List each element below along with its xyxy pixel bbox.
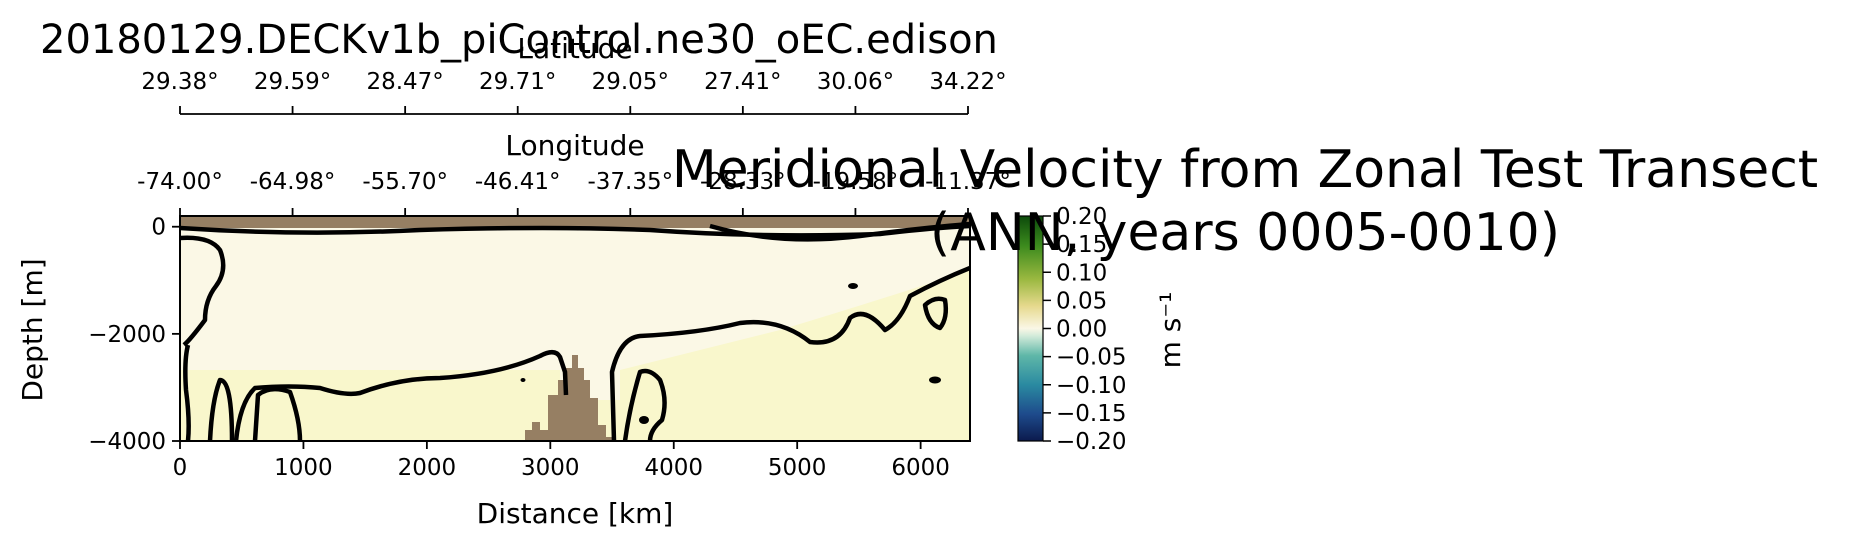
field-yellow-region-lower	[560, 400, 970, 441]
contour-main-interface	[233, 265, 970, 441]
colorbar-tick-label: 0.00	[1056, 317, 1107, 343]
seamount-bathymetry	[525, 355, 612, 441]
contour-speck-4	[520, 378, 526, 382]
y-tick-label: 0	[151, 215, 166, 241]
x-tick-label: 3000	[521, 455, 580, 481]
plot-frame	[179, 215, 971, 442]
longitude-axis-label: Longitude	[505, 129, 644, 162]
colorbar-tick-label: −0.20	[1056, 429, 1126, 455]
colorbar-tick-label: −0.10	[1056, 373, 1126, 399]
colorbar-tick-label: −0.05	[1056, 345, 1126, 371]
longitude-tick-label: -19.58°	[813, 169, 899, 195]
colorbar	[1017, 215, 1044, 442]
latitude-tick-label: 34.22°	[929, 69, 1006, 95]
contour-upper-right-loop	[709, 221, 970, 242]
latitude-tick-label: 29.59°	[254, 69, 331, 95]
latitude-tick-label: 29.05°	[592, 69, 669, 95]
contour-left-column	[183, 344, 235, 441]
x-tick-label: 2000	[398, 455, 457, 481]
latitude-tick-label: 30.06°	[817, 69, 894, 95]
contour-speck-1	[848, 283, 858, 289]
longitude-tick-label: -37.35°	[587, 169, 673, 195]
x-axis-label: Distance [km]	[477, 497, 674, 530]
colorbar-tick-label: 0.15	[1056, 232, 1107, 258]
longitude-tick-label: -46.41°	[475, 169, 561, 195]
longitude-tick-label: -55.70°	[362, 169, 448, 195]
colorbar-label: m s⁻¹	[1154, 292, 1187, 369]
plot-title-line-1: Meridional Velocity from Zonal Test Tran…	[672, 140, 1818, 200]
x-tick-label: 5000	[768, 455, 827, 481]
y-tick-label: −2000	[88, 322, 166, 348]
longitude-ticks: -74.00° -64.98° -55.70° -46.41° -37.35° -28.3…	[137, 169, 1011, 216]
x-tick-label: 6000	[891, 455, 950, 481]
contour-speck-3	[639, 416, 649, 424]
colorbar-tick-label: 0.05	[1056, 288, 1107, 314]
longitude-tick-label: -64.98°	[250, 169, 336, 195]
colorbar-tick-label: −0.15	[1056, 401, 1126, 427]
latitude-tick-label: 28.47°	[366, 69, 443, 95]
colorbar-tick-label: 0.20	[1056, 204, 1107, 230]
contour-middle-boundary	[252, 386, 303, 441]
y-tick-label: −4000	[88, 429, 166, 455]
colorbar-tick-label: 0.10	[1056, 260, 1107, 286]
y-axis-label: Depth [m]	[16, 258, 49, 401]
latitude-tick-label: 27.41°	[704, 69, 781, 95]
longitude-tick-label: -28.33°	[700, 169, 786, 195]
latitude-ticks: 29.38° 29.59° 28.47° 29.71° 29.05° 27.41° 30.0…	[141, 69, 1007, 114]
contour-lines	[180, 221, 970, 441]
latitude-axis-label: Latitude	[517, 32, 632, 65]
latitude-tick-label: 29.71°	[479, 69, 556, 95]
figure-suptitle: 20180129.DECKv1b_piControl.ne30_oEC.edis…	[40, 17, 998, 63]
x-tick-label: 1000	[274, 455, 333, 481]
field-yellow-region-right	[620, 270, 970, 441]
colorbar-ticks: 0.200.150.100.05 0.00−0.05−0.10−0.15−0.20	[1043, 204, 1126, 455]
contour-right-small-loop	[922, 296, 949, 331]
contour-deep-right	[622, 368, 667, 441]
contour-left-surface-loop	[180, 235, 226, 347]
longitude-tick-label: -11.37°	[925, 169, 1011, 195]
plot-area	[180, 216, 970, 441]
y-ticks: 0 −2000 −4000	[88, 215, 180, 455]
surface-land-band	[180, 216, 970, 228]
longitude-tick-label: -74.00°	[137, 169, 223, 195]
x-tick-label: 0	[173, 455, 188, 481]
plot-title-line-2: (ANN, years 0005-0010)	[930, 203, 1560, 263]
contour-speck-2	[929, 376, 941, 384]
x-ticks: 0 1000 2000 3000 4000 5000 6000	[173, 441, 950, 481]
latitude-tick-label: 29.38°	[141, 69, 218, 95]
x-tick-label: 4000	[644, 455, 703, 481]
